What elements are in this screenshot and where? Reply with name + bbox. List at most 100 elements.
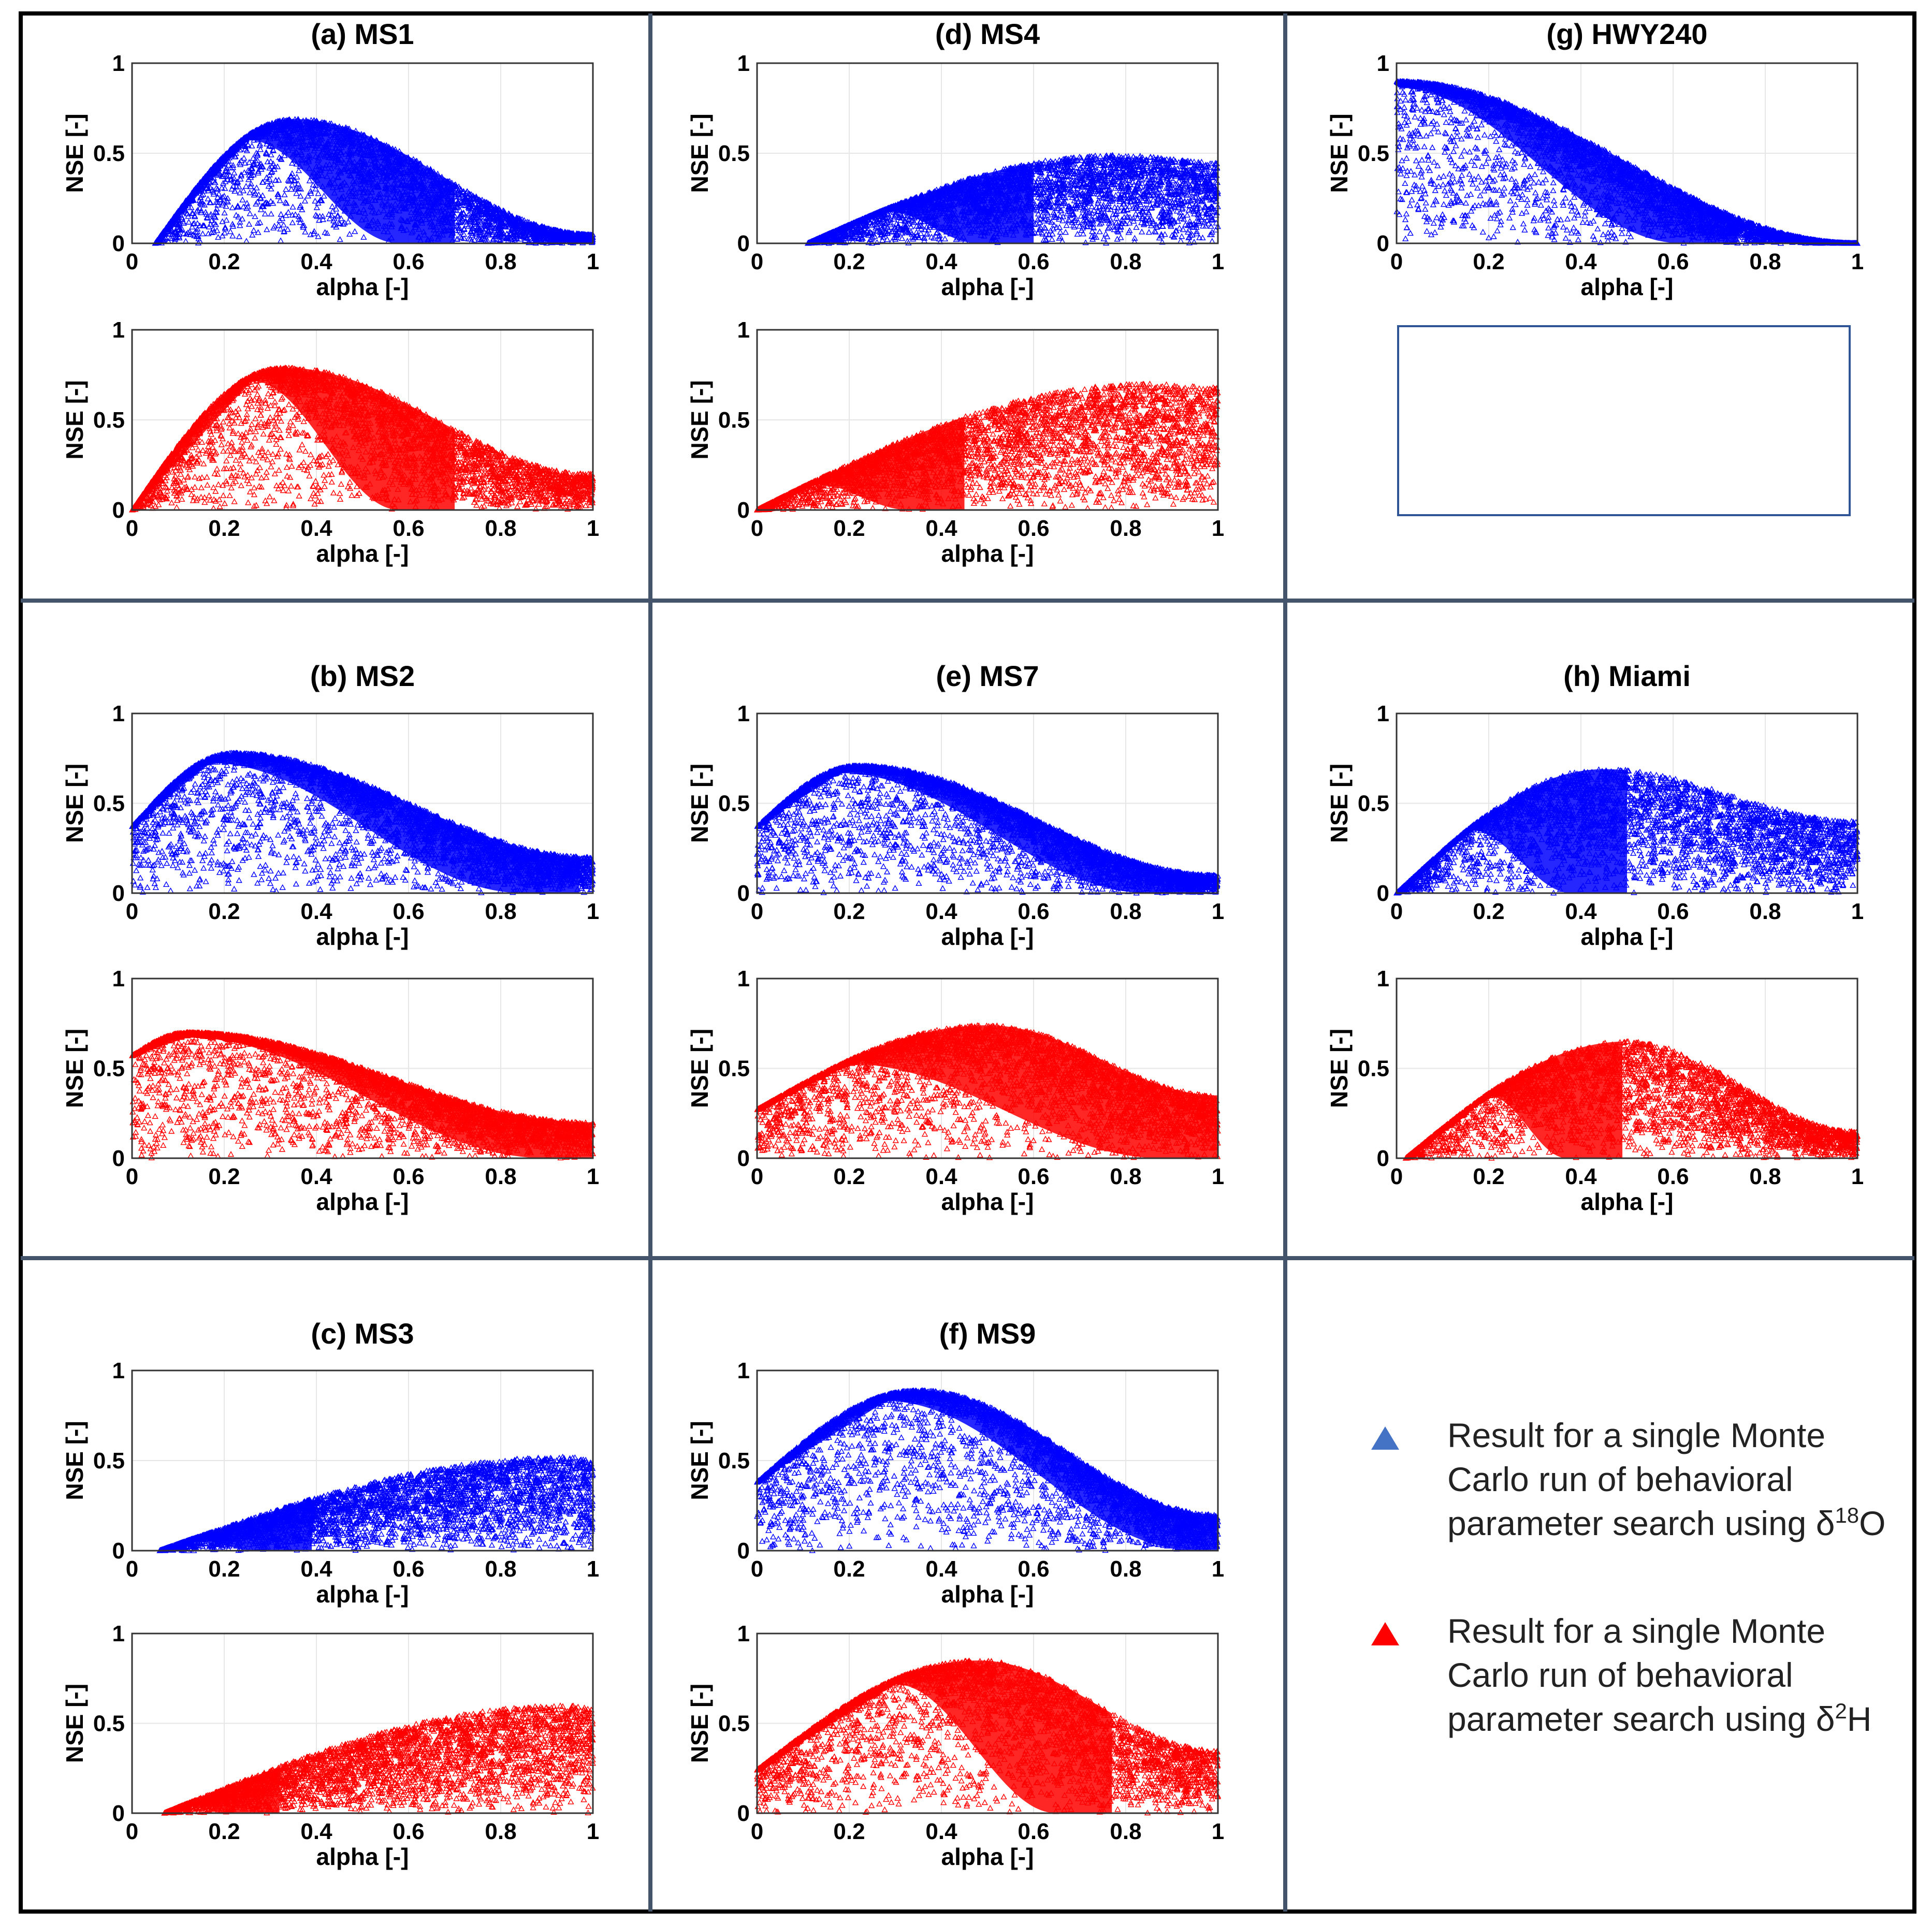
chart-ms1-d2h-xtick-label: 0.8 [485,516,516,541]
chart-ms3-d18o-xlabel: alpha [-] [316,1581,409,1608]
chart-ms1-d18o-ytick-label: 0.5 [93,141,125,166]
panel-label: (d) [935,18,980,50]
panel-hwy240: (g) HWY240 0 0.2 0.4 0.6 0.8 1 0 0.5 1 alpha [-] NS… [1326,18,1864,516]
chart-ms1-d2h-frame [131,329,594,511]
panel-title-miami: (h) Miami [1563,660,1691,692]
chart-miami-d2h-xtick-label: 0.6 [1657,1164,1689,1189]
chart-miami-d2h-xtick-label: 0.4 [1565,1164,1597,1189]
chart-ms3-d18o-ytick-label: 0 [112,1538,125,1564]
chart-ms2-d18o-ytick-label: 1 [112,701,125,726]
chart-ms2-d18o-xtick-label: 0.6 [393,899,424,924]
panel-label: (a) [311,18,354,50]
chart-ms3-d2h-xlabel: alpha [-] [316,1843,409,1870]
chart-ms4-d18o-xtick-label: 0.4 [925,249,957,274]
chart-ms7-d2h-xtick-label: 0.4 [925,1164,957,1189]
legend-red-sup: 2 [1835,1699,1847,1723]
chart-ms3-d2h-xtick-label: 0.8 [485,1819,516,1844]
chart-miami-d2h-xtick-label: 1 [1851,1164,1864,1189]
panel-title-ms3: (c) MS3 [311,1317,414,1350]
chart-miami-d18o-xtick-label: 0.6 [1657,899,1689,924]
chart-ms3-d2h-ylabel: NSE [-] [61,1684,88,1763]
chart-hwy240-d18o-xtick-label: 0.2 [1473,249,1504,274]
chart-ms9-d18o-ytick-label: 1 [737,1358,750,1383]
legend-blue-line2: Carlo run of behavioral [1447,1460,1793,1498]
chart-ms7-d18o-ytick-label: 0.5 [718,791,750,816]
panel-title-ms2: (b) MS2 [310,660,415,692]
chart-ms2-d18o: 0 0.2 0.4 0.6 0.8 1 0 0.5 1 alpha [-] NSE [-] [61,701,599,950]
chart-ms9-d18o: 0 0.2 0.4 0.6 0.8 1 0 0.5 1 alpha [-] NSE [-] [686,1358,1224,1608]
chart-ms7-d18o-xlabel: alpha [-] [941,923,1034,950]
panel-miami: (h) Miami 0 0.2 0.4 0.6 0.8 1 0 0.5 1 alpha [-] NSE… [1326,660,1864,1215]
chart-miami-d2h-xtick-label: 0.2 [1473,1164,1504,1189]
chart-ms9-d18o-xtick-label: 0.6 [1018,1556,1049,1582]
chart-ms4-d18o-dense-band [807,163,1034,243]
chart-ms2-d18o-xtick-label: 0.8 [485,899,516,924]
chart-ms3-d18o-ylabel: NSE [-] [61,1421,88,1500]
chart-ms3-d18o-ytick-label: 0.5 [93,1448,125,1474]
legend-blue-tail: O [1859,1504,1885,1542]
chart-ms7-d18o-ylabel: NSE [-] [686,764,713,843]
chart-ms7-d18o-ytick-label: 1 [737,701,750,726]
panel-title-hwy240: (g) HWY240 [1546,18,1707,50]
chart-ms9-d2h-ytick-label: 0 [737,1801,750,1826]
chart-ms1-d18o-xtick-label: 0.4 [300,249,332,274]
chart-miami-d2h-xlabel: alpha [-] [1581,1188,1674,1215]
chart-ms4-d2h-ytick-label: 0.5 [718,407,750,433]
chart-ms1-d2h-xtick-label: 1 [587,516,599,541]
chart-ms9-d18o-xtick-label: 0.4 [925,1556,957,1582]
chart-ms1-d2h-ytick-label: 0.5 [93,407,125,433]
panel-site: MS9 [976,1317,1036,1350]
chart-ms7-d18o-xtick-label: 0.2 [833,899,865,924]
chart-ms1-d2h-xtick-label: 0.4 [300,516,332,541]
panel-label: (c) [311,1317,354,1350]
panel-site: MS3 [354,1317,414,1350]
chart-ms4-d2h-xtick-label: 0.4 [925,516,957,541]
chart-ms4-d18o-ytick-label: 0.5 [718,141,750,166]
legend-red-triangle-marker [1371,1622,1399,1645]
chart-hwy240-d18o-ytick-label: 0 [1377,231,1389,256]
chart-ms9-d2h-xtick-label: 0.2 [833,1819,865,1844]
chart-ms4-d18o: 0 0.2 0.4 0.6 0.8 1 0 0.5 1 alpha [-] NSE [-] [686,51,1224,300]
chart-hwy240-d18o-ytick-label: 1 [1377,51,1389,76]
chart-miami-d18o-xtick-label: 0.4 [1565,899,1597,924]
chart-ms4-d18o-frame [756,62,1219,244]
chart-ms1-d2h-xtick-label: 0.6 [393,516,424,541]
chart-ms4-d2h-frame [756,329,1219,511]
chart-ms3-d2h-ytick-label: 1 [112,1621,125,1646]
chart-ms2-d18o-frame [131,712,594,894]
chart-ms9-d2h-xtick-label: 0 [751,1819,763,1844]
chart-ms9-d2h-xtick-label: 0.4 [925,1819,957,1844]
chart-ms2-d18o-xtick-label: 0.4 [300,899,332,924]
chart-ms7-d2h-xtick-label: 0.2 [833,1164,865,1189]
chart-miami-d2h-xtick-label: 0 [1390,1164,1403,1189]
chart-miami-d2h: 0 0.2 0.4 0.6 0.8 1 0 0.5 1 alpha [-] NSE [-] [1326,966,1864,1215]
chart-ms3-d18o-xtick-label: 0.4 [300,1556,332,1582]
chart-ms7-d2h-ytick-label: 1 [737,966,750,991]
chart-miami-d2h-ylabel: NSE [-] [1326,1029,1353,1108]
chart-hwy240-d18o-xtick-label: 0 [1390,249,1403,274]
chart-ms9-d2h-ylabel: NSE [-] [686,1684,713,1763]
chart-ms9-d2h-xtick-label: 0.6 [1018,1819,1049,1844]
chart-ms2-d2h-ytick-label: 0 [112,1146,125,1171]
chart-ms3-d18o-xtick-label: 0.6 [393,1556,424,1582]
chart-ms1-d2h: 0 0.2 0.4 0.6 0.8 1 0 0.5 1 alpha [-] NSE [-] [61,317,599,567]
chart-ms7-d18o-xtick-label: 0.6 [1018,899,1049,924]
chart-ms7-d18o-xtick-label: 0 [751,899,763,924]
chart-ms4-d2h-xtick-label: 1 [1212,516,1224,541]
chart-ms2-d18o-xtick-label: 0.2 [208,899,240,924]
chart-miami-d18o-xtick-label: 0 [1390,899,1403,924]
chart-ms4-d2h: 0 0.2 0.4 0.6 0.8 1 0 0.5 1 alpha [-] NSE [-] [686,317,1224,567]
chart-hwy240-d18o-ylabel: NSE [-] [1326,113,1353,193]
chart-ms3-d2h-xtick-label: 0.2 [208,1819,240,1844]
chart-hwy240-d18o-xtick-label: 0.6 [1657,249,1689,274]
chart-ms7-d2h-xlabel: alpha [-] [941,1188,1034,1215]
panel-site: MS2 [355,660,415,692]
chart-ms4-d18o-xtick-label: 1 [1212,249,1224,274]
chart-miami-d2h-xtick-label: 0.8 [1749,1164,1781,1189]
chart-ms3-d2h-dense-band [164,1767,280,1813]
legend-blue-triangle-marker [1371,1426,1399,1450]
chart-ms2-d2h-ytick-label: 1 [112,966,125,991]
chart-ms4-d2h-xtick-label: 0.8 [1110,516,1141,541]
panel-label: (h) [1563,660,1608,692]
chart-ms9-d18o-ytick-label: 0 [737,1538,750,1564]
